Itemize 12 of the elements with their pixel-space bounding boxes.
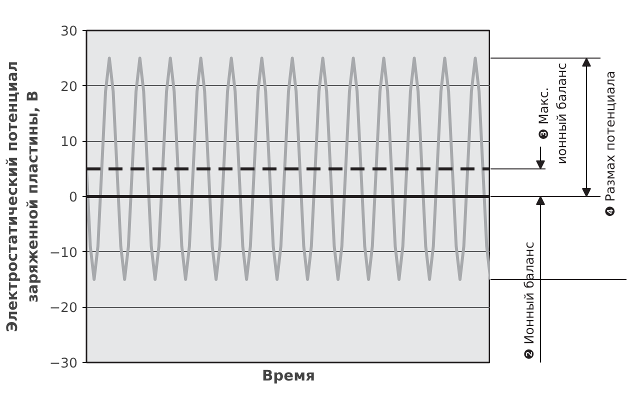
y-tick-label: 20 <box>60 80 78 95</box>
text: ❸ Макс. ионный баланс <box>536 62 569 164</box>
y-axis-title: Электростатический потенциал заряженной пластины, В <box>4 60 42 332</box>
y-tick-label: −20 <box>49 301 78 316</box>
y-tick-label: −10 <box>49 246 78 261</box>
text: ❷ Ионный баланс <box>522 242 536 360</box>
x-axis-title: Время <box>262 368 316 384</box>
y-tick-label: 10 <box>60 135 78 150</box>
y-tick-label: 30 <box>60 24 78 40</box>
y-tick-label: −30 <box>49 356 78 372</box>
text: ❹ Размах потенциала <box>602 70 618 218</box>
y-tick-label: 0 <box>69 190 78 206</box>
